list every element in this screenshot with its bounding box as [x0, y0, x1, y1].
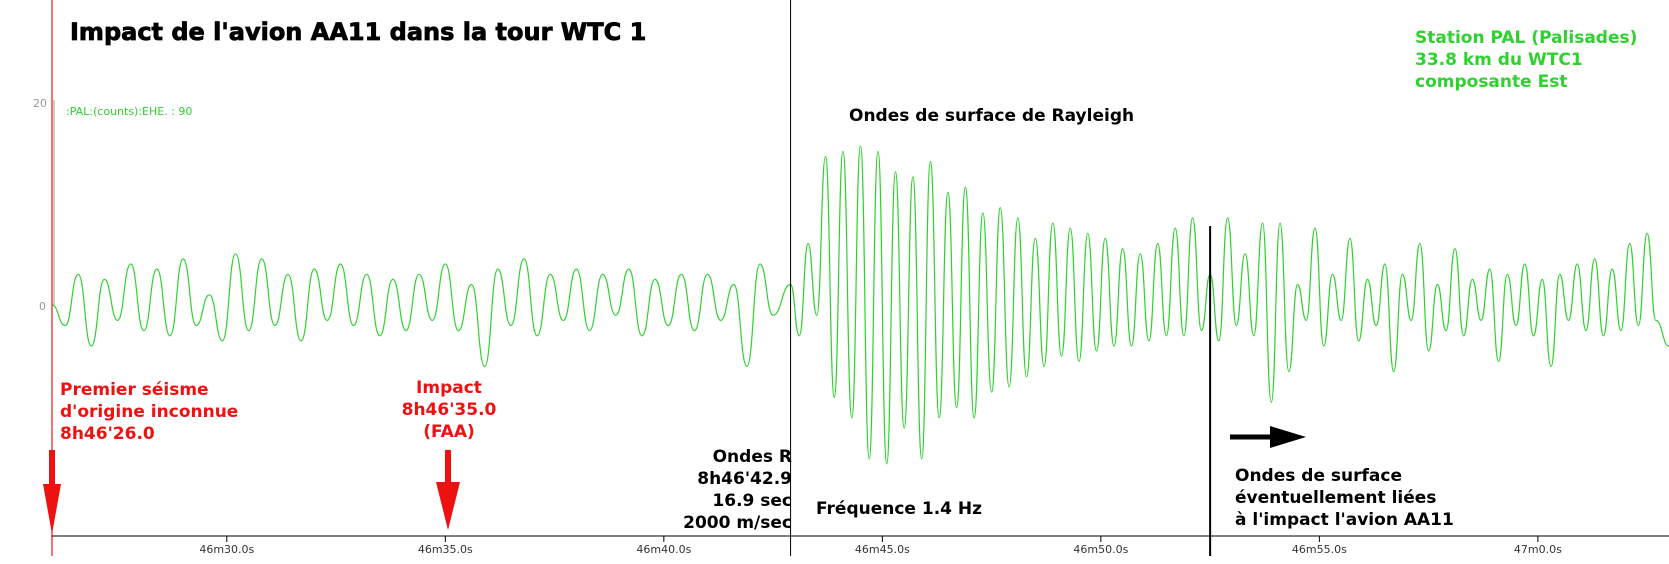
x-tick-label-7: 47m0.0s — [1514, 543, 1562, 556]
first-quake-label-line-1: Premier séisme — [60, 380, 209, 400]
x-tick-label-5: 46m50.0s — [1073, 543, 1128, 556]
frequency-label: Fréquence 1.4 Hz — [816, 499, 982, 519]
r-waves-label-line-3: 16.9 sec — [712, 491, 792, 511]
x-tick-label-1: 46m30.0s — [199, 543, 254, 556]
x-tick-label-4: 46m45.0s — [855, 543, 910, 556]
impact-label-line-3: (FAA) — [423, 422, 475, 442]
y-tick-label-20: 20 — [33, 97, 47, 110]
station-line-1: Station PAL (Palisades) — [1415, 28, 1637, 48]
surface-waves-arrow — [1270, 426, 1306, 448]
station-line-3: composante Est — [1415, 72, 1567, 92]
r-waves-label-line-1: Ondes R — [713, 447, 792, 467]
y-axis: 20 0 — [33, 97, 55, 313]
x-tick-label-3: 46m40.0s — [636, 543, 691, 556]
first-quake-arrow — [43, 484, 61, 534]
r-waves-label-line-4: 2000 m/sec — [683, 513, 792, 533]
first-quake-label-line-3: 8h46'26.0 — [60, 424, 155, 444]
surface-waves-label-line-1: Ondes de surface — [1235, 466, 1402, 486]
impact-arrow — [436, 482, 460, 530]
surface-waves-label-line-2: éventuellement liées — [1235, 488, 1436, 508]
impact-label-line-1: Impact — [416, 378, 482, 398]
x-axis-ticks: 46m30.0s 46m35.0s 46m40.0s 46m45.0s 46m5… — [199, 536, 1562, 556]
first-quake-label-line-2: d'origine inconnue — [60, 402, 238, 422]
impact-label-line-2: 8h46'35.0 — [402, 400, 497, 420]
channel-label: :PAL:(counts):EHE. : 90 — [66, 105, 192, 118]
rayleigh-label: Ondes de surface de Rayleigh — [849, 106, 1134, 126]
x-tick-label-6: 46m55.0s — [1292, 543, 1347, 556]
r-waves-label-line-2: 8h46'42.9 — [697, 469, 792, 489]
y-tick-label-0: 0 — [39, 300, 46, 313]
station-line-2: 33.8 km du WTC1 — [1415, 50, 1583, 70]
x-tick-label-2: 46m35.0s — [418, 543, 473, 556]
chart-title: Impact de l'avion AA11 dans la tour WTC … — [70, 18, 646, 46]
series-trace — [51, 145, 1669, 465]
surface-waves-label-line-3: à l'impact l'avion AA11 — [1235, 510, 1454, 530]
